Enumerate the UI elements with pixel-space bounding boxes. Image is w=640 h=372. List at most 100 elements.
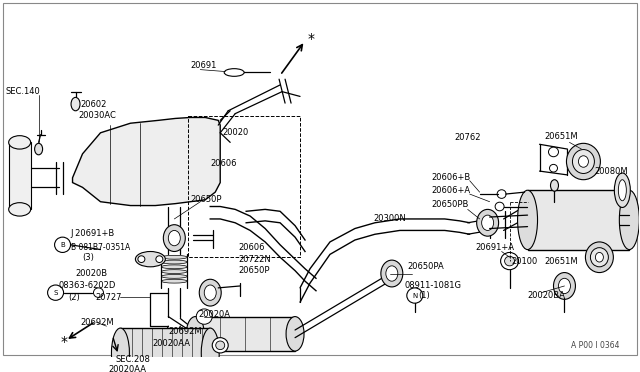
Ellipse shape: [620, 190, 639, 250]
Ellipse shape: [93, 288, 104, 298]
Ellipse shape: [199, 279, 221, 306]
Text: 20692M: 20692M: [168, 327, 202, 336]
Text: 20691: 20691: [190, 61, 217, 70]
Text: 20650PB: 20650PB: [432, 200, 469, 209]
Text: 20300N: 20300N: [374, 214, 406, 224]
Text: 20080M: 20080M: [595, 167, 628, 176]
Bar: [527, 190, 629, 250]
Ellipse shape: [201, 328, 220, 372]
Ellipse shape: [54, 237, 70, 253]
Text: N: N: [412, 292, 417, 299]
Ellipse shape: [168, 230, 180, 246]
Ellipse shape: [495, 202, 504, 211]
Text: 20020B: 20020B: [76, 269, 108, 278]
Polygon shape: [72, 118, 220, 206]
Text: J 20691+B: J 20691+B: [70, 229, 115, 238]
Text: 08363-6202D: 08363-6202D: [59, 282, 116, 291]
Ellipse shape: [161, 255, 188, 259]
Ellipse shape: [579, 156, 588, 167]
Text: S: S: [53, 290, 58, 296]
Ellipse shape: [500, 253, 518, 270]
Text: 20020BA: 20020BA: [527, 291, 565, 300]
Bar: [120, 328, 210, 372]
Text: 20020AA: 20020AA: [152, 339, 190, 348]
Ellipse shape: [161, 270, 188, 273]
Text: 20606+A: 20606+A: [432, 186, 471, 195]
Ellipse shape: [595, 253, 604, 262]
Ellipse shape: [136, 251, 165, 267]
Ellipse shape: [550, 164, 557, 172]
Ellipse shape: [559, 278, 570, 294]
Ellipse shape: [554, 273, 575, 299]
Ellipse shape: [614, 173, 630, 208]
Ellipse shape: [572, 150, 595, 173]
Text: (3): (3): [83, 253, 94, 262]
Ellipse shape: [161, 260, 188, 264]
Bar: [188, 116, 300, 257]
Ellipse shape: [196, 309, 212, 324]
Bar: [9, 142, 31, 209]
Ellipse shape: [386, 266, 398, 281]
Ellipse shape: [186, 317, 204, 351]
Text: SEC.140: SEC.140: [6, 87, 40, 96]
Text: 20020: 20020: [222, 128, 248, 137]
Ellipse shape: [407, 288, 423, 303]
Text: A P00 I 0364: A P00 I 0364: [571, 341, 620, 350]
Ellipse shape: [482, 215, 493, 230]
Text: (1): (1): [418, 291, 429, 300]
Text: 20727: 20727: [95, 293, 122, 302]
Text: SEC.208: SEC.208: [115, 355, 150, 364]
Ellipse shape: [161, 265, 188, 269]
Text: 20606: 20606: [238, 243, 265, 252]
Ellipse shape: [518, 190, 538, 250]
Ellipse shape: [591, 248, 609, 267]
Ellipse shape: [156, 256, 163, 263]
Ellipse shape: [586, 242, 613, 273]
Bar: [195, 317, 295, 351]
Ellipse shape: [286, 317, 304, 351]
Ellipse shape: [212, 338, 228, 353]
Text: B 081B7-0351A: B 081B7-0351A: [70, 243, 130, 252]
Text: 20606: 20606: [210, 159, 237, 168]
Ellipse shape: [35, 143, 43, 155]
Text: 20020AA: 20020AA: [108, 365, 147, 372]
Text: 08911-1081G: 08911-1081G: [405, 282, 462, 291]
Ellipse shape: [381, 260, 403, 287]
Ellipse shape: [163, 225, 186, 251]
Text: 20651M: 20651M: [545, 257, 578, 266]
Text: 20606+B: 20606+B: [432, 173, 471, 182]
Text: 20691+A: 20691+A: [476, 243, 515, 252]
Text: 20651M: 20651M: [545, 132, 578, 141]
Ellipse shape: [150, 340, 161, 350]
Ellipse shape: [9, 136, 31, 149]
Ellipse shape: [47, 285, 63, 300]
Text: (2): (2): [68, 293, 80, 302]
Text: 20030AC: 20030AC: [79, 111, 116, 120]
Text: 20602: 20602: [81, 100, 107, 109]
Text: 20100: 20100: [511, 257, 538, 266]
Ellipse shape: [71, 97, 80, 111]
Ellipse shape: [477, 209, 499, 236]
Text: 20650P: 20650P: [238, 266, 269, 275]
Text: 20692M: 20692M: [81, 318, 114, 327]
Ellipse shape: [138, 256, 145, 263]
Ellipse shape: [216, 341, 225, 350]
Text: 20650PA: 20650PA: [408, 262, 445, 271]
Ellipse shape: [618, 180, 627, 201]
Ellipse shape: [504, 256, 515, 266]
Ellipse shape: [161, 279, 188, 283]
Ellipse shape: [497, 190, 506, 198]
Ellipse shape: [548, 147, 559, 157]
Ellipse shape: [9, 203, 31, 216]
Ellipse shape: [566, 143, 600, 180]
Text: *: *: [308, 32, 315, 46]
Ellipse shape: [550, 180, 559, 191]
Text: 20020A: 20020A: [198, 310, 230, 319]
Ellipse shape: [161, 275, 188, 278]
Text: B: B: [60, 242, 65, 248]
Text: 20650P: 20650P: [190, 195, 222, 204]
Ellipse shape: [147, 337, 164, 354]
Text: 20722N: 20722N: [238, 255, 271, 264]
Text: *: *: [61, 336, 68, 349]
Ellipse shape: [204, 285, 216, 300]
